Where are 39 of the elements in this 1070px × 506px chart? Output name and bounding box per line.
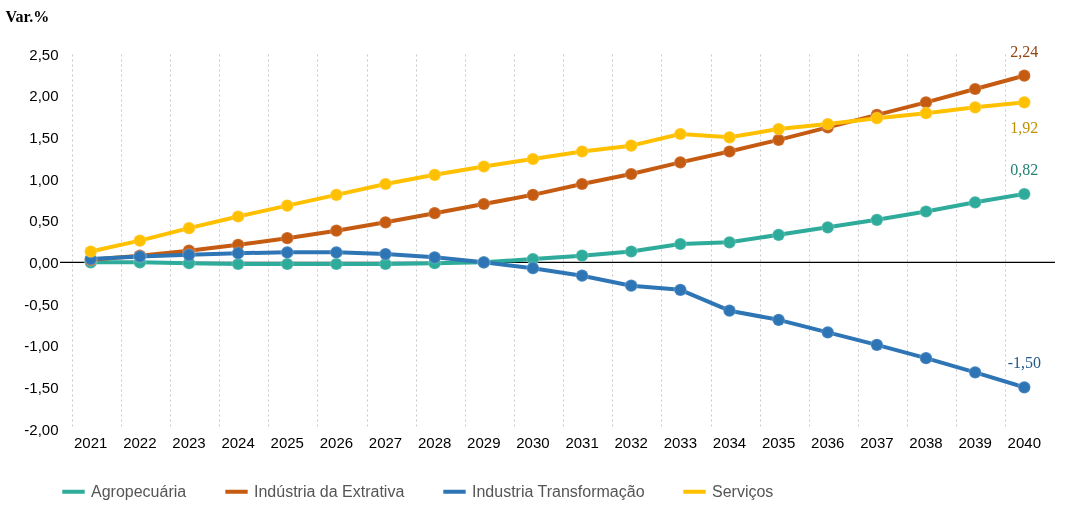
- x-tick-label: 2024: [221, 433, 255, 451]
- x-tick-label: 2031: [565, 433, 599, 451]
- x-tick-label: 2023: [172, 433, 206, 451]
- x-tick-label: 2035: [761, 433, 796, 451]
- data-label: 2,24: [1010, 42, 1039, 60]
- x-tick-label: 2022: [123, 433, 157, 451]
- x-tick-label: 2021: [74, 433, 108, 451]
- legend-label: Serviços: [712, 482, 774, 500]
- y-tick-label: 1,00: [29, 170, 59, 188]
- y-tick-label: -2,00: [24, 420, 59, 438]
- legend-label: Industria Transformação: [472, 482, 645, 500]
- data-label: -1,50: [1007, 354, 1041, 372]
- y-tick-label: -1,50: [24, 378, 59, 396]
- x-tick-label: 2028: [417, 433, 452, 451]
- legend-label: Indústria da Extrativa: [254, 482, 405, 500]
- x-tick-label: 2036: [811, 433, 845, 451]
- x-tick-label: 2033: [663, 433, 698, 451]
- x-tick-label: 2025: [270, 433, 304, 451]
- legend-label: Agropecuária: [91, 482, 187, 500]
- x-tick-label: 2029: [467, 433, 501, 451]
- y-axis-title: Var.%: [5, 7, 50, 25]
- x-tick-label: 2039: [958, 433, 992, 451]
- y-tick-label: 1,50: [29, 128, 59, 146]
- x-tick-label: 2030: [516, 433, 550, 451]
- x-tick-label: 2026: [319, 433, 354, 451]
- data-label: 1,92: [1010, 119, 1039, 137]
- y-tick-label: -1,00: [24, 337, 59, 355]
- x-tick-label: 2027: [368, 433, 403, 451]
- data-label: 0,82: [1010, 161, 1039, 178]
- y-tick-label: 2,00: [29, 87, 59, 105]
- x-tick-label: 2037: [860, 433, 894, 451]
- x-tick-label: 2040: [1007, 433, 1041, 451]
- x-tick-label: 2038: [909, 433, 943, 451]
- y-tick-label: 0,50: [29, 212, 59, 230]
- x-tick-label: 2034: [712, 433, 747, 451]
- y-tick-label: 2,50: [29, 45, 59, 63]
- y-tick-label: 0,00: [29, 253, 59, 271]
- x-tick-label: 2032: [614, 433, 648, 451]
- y-tick-label: -0,50: [24, 295, 59, 313]
